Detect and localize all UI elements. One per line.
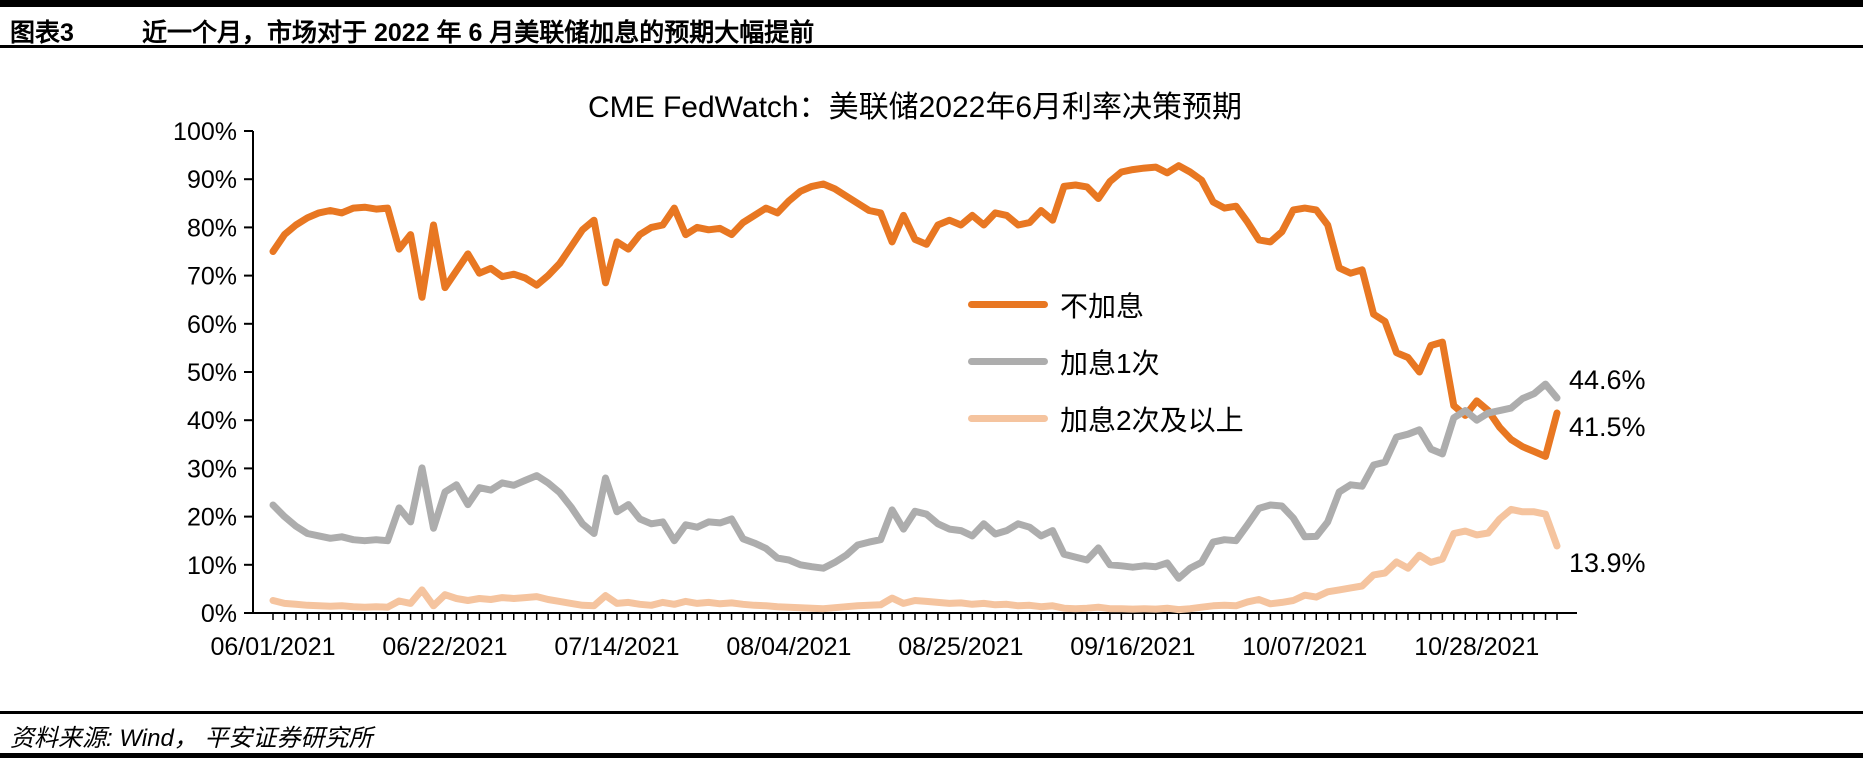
svg-text:07/14/2021: 07/14/2021 — [554, 633, 679, 661]
svg-text:70%: 70% — [187, 263, 237, 291]
svg-text:0%: 0% — [201, 600, 237, 628]
axes — [244, 130, 1577, 620]
series-line-2 — [269, 505, 1561, 614]
bottom-border-bar — [0, 753, 1863, 758]
legend-item-no-hike: 不加息 — [968, 276, 1244, 333]
svg-text:50%: 50% — [187, 359, 237, 387]
chart-legend: 不加息 加息1次 加息2次及以上 — [968, 276, 1244, 447]
svg-text:20%: 20% — [187, 504, 237, 532]
svg-text:10/28/2021: 10/28/2021 — [1414, 633, 1539, 661]
svg-text:60%: 60% — [187, 311, 237, 339]
chart-title: CME FedWatch：美联储2022年6月利率决策预期 — [587, 91, 1243, 124]
figure-header: 图表3 近一个月，市场对于 2022 年 6 月美联储加息的预期大幅提前 — [0, 13, 1863, 47]
figure-number-label: 图表3 — [10, 19, 74, 47]
svg-text:06/22/2021: 06/22/2021 — [382, 633, 507, 661]
legend-label: 加息2次及以上 — [1060, 404, 1244, 436]
legend-label: 加息1次 — [1060, 347, 1160, 379]
svg-text:06/01/2021: 06/01/2021 — [210, 633, 335, 661]
svg-text:90%: 90% — [187, 166, 237, 194]
svg-text:10/07/2021: 10/07/2021 — [1242, 633, 1367, 661]
legend-item-two-plus-hikes: 加息2次及以上 — [968, 390, 1244, 447]
svg-text:40%: 40% — [187, 407, 237, 435]
legend-item-one-hike: 加息1次 — [968, 333, 1244, 390]
series-end-labels: 41.5% 44.6% 13.9% — [1569, 365, 1646, 578]
no-hike-line-swatch — [968, 301, 1048, 308]
footer-divider-line — [0, 711, 1863, 714]
one-hike-line-swatch — [968, 358, 1048, 365]
top-border-bar — [0, 0, 1863, 7]
svg-text:09/16/2021: 09/16/2021 — [1070, 633, 1195, 661]
series-line-0 — [269, 162, 1561, 460]
two-plus-hikes-line-swatch — [968, 415, 1048, 422]
svg-text:80%: 80% — [187, 214, 237, 242]
source-note: 资料来源: Wind， 平安证券研究所 — [10, 725, 373, 752]
svg-text:08/04/2021: 08/04/2021 — [726, 633, 851, 661]
header-divider-line — [0, 45, 1863, 48]
svg-text:100%: 100% — [173, 118, 237, 146]
svg-text:10%: 10% — [187, 552, 237, 580]
legend-label: 不加息 — [1060, 290, 1145, 322]
svg-text:13.9%: 13.9% — [1569, 548, 1646, 578]
series-line-1 — [269, 380, 1561, 582]
svg-text:44.6%: 44.6% — [1569, 365, 1646, 395]
svg-text:41.5%: 41.5% — [1569, 412, 1646, 442]
y-axis-labels: 100% 90% 80% 70% 60% 50% 40% 30% 20% 10% 0% — [173, 118, 237, 628]
svg-text:08/25/2021: 08/25/2021 — [898, 633, 1023, 661]
figure-header-title: 近一个月，市场对于 2022 年 6 月美联储加息的预期大幅提前 — [142, 19, 815, 47]
svg-text:30%: 30% — [187, 455, 237, 483]
x-axis-labels: 06/01/2021 06/22/2021 07/14/2021 08/04/2021… — [210, 633, 1539, 661]
